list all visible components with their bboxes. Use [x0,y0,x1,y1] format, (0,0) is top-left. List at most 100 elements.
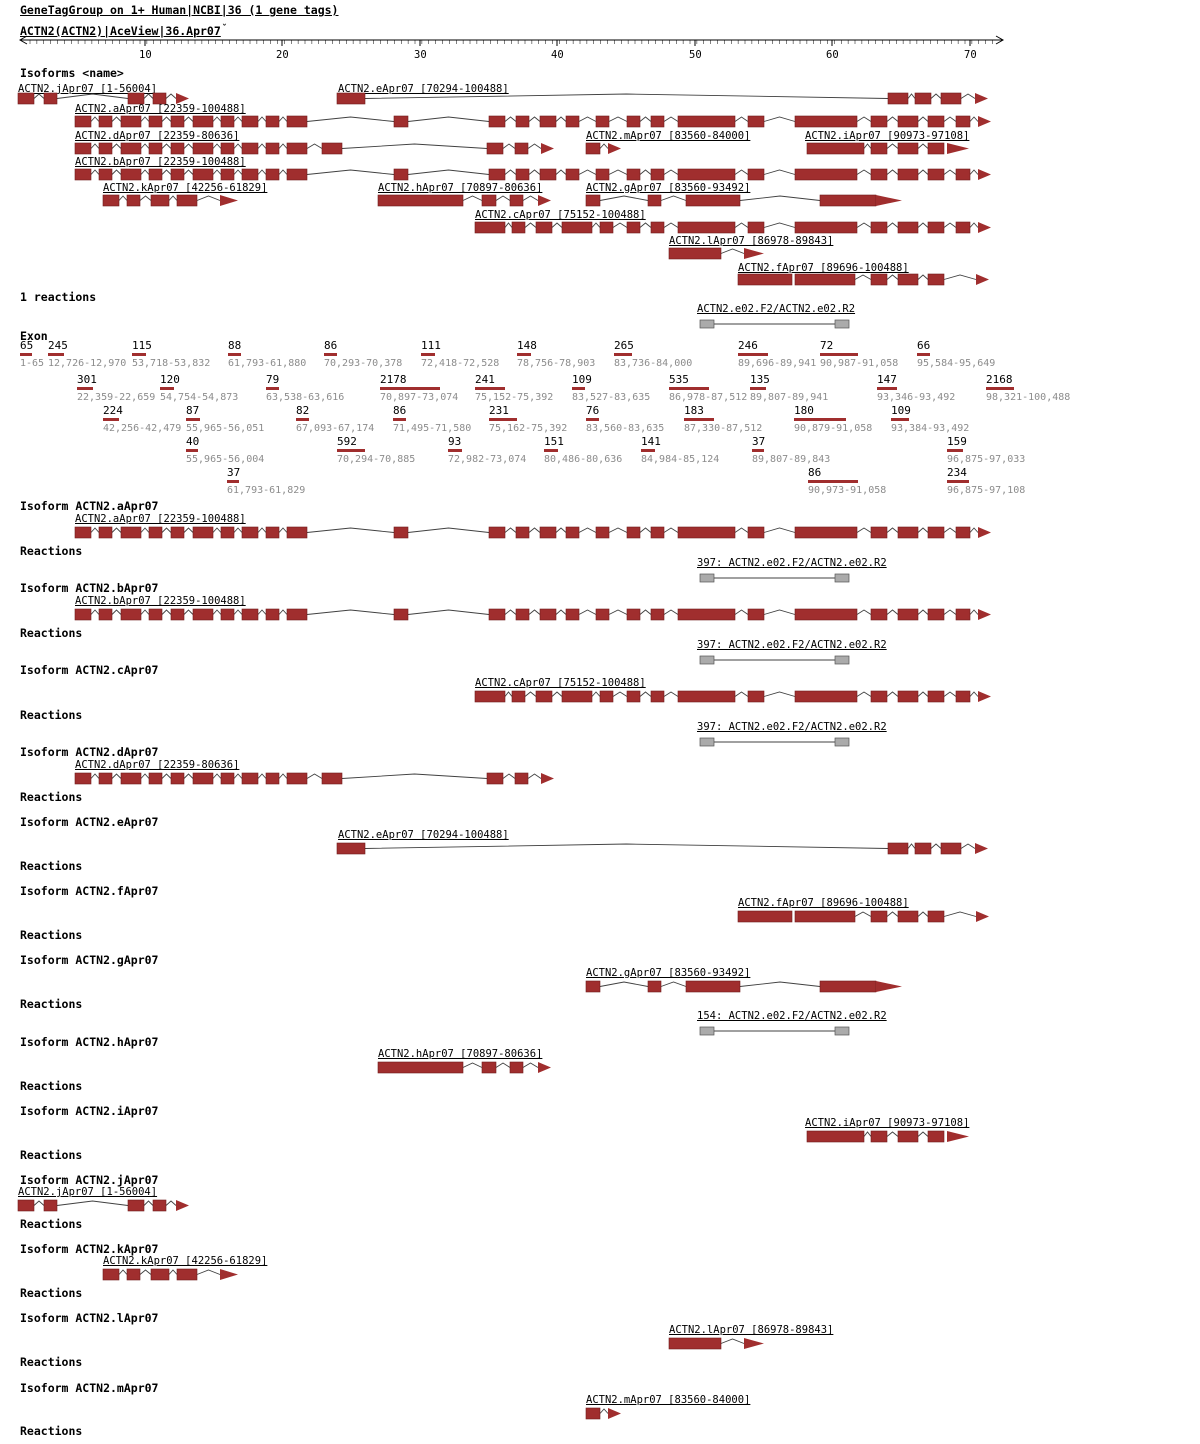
isoform-track-label-f[interactable]: ACTN2.fApr07 [89696-100488] [738,262,909,274]
isoform-track-label-i[interactable]: ACTN2.iApr07 [90973-97108] [805,1117,970,1129]
exon-range: 61,793-61,880 [228,358,307,369]
exon-length-link[interactable]: 135 [750,373,770,386]
exon-length-link[interactable]: 111 [421,339,441,352]
exon-length-link[interactable]: 535 [669,373,689,386]
gene-model-track-k [0,1267,1040,1281]
exon-length-link[interactable]: 72 [820,339,834,352]
collapse-caret-icon[interactable]: ˇ [221,24,228,34]
exon-range: 89,807-89,843 [752,454,831,465]
isoform-track-label-k[interactable]: ACTN2.kApr07 [42256-61829] [103,1255,268,1267]
exon-length-link[interactable]: 86 [324,339,338,352]
isoform-track-label-l[interactable]: ACTN2.lApr07 [86978-89843] [669,1324,834,1336]
exon-length-link[interactable]: 2178 [380,373,407,386]
exon-length-link[interactable]: 86 [393,404,407,417]
exon-length-link[interactable]: 148 [517,339,537,352]
isoform-track-label-m[interactable]: ACTN2.mApr07 [83560-84000] [586,1394,751,1406]
exon-length-link[interactable]: 151 [544,435,564,448]
exon-length-link[interactable]: 183 [684,404,704,417]
exon-length-link[interactable]: 87 [186,404,200,417]
exon-length-link[interactable]: 93 [448,435,462,448]
exon-length-link[interactable]: 115 [132,339,152,352]
exon-range: 72,982-73,074 [448,454,527,465]
exon-length-link[interactable]: 159 [947,435,967,448]
isoform-track-label-e[interactable]: ACTN2.eApr07 [70294-100488] [338,829,509,841]
isoform-track-label-m[interactable]: ACTN2.mApr07 [83560-84000] [586,130,751,142]
exon-range: 70,294-70,885 [337,454,416,465]
isoform-track-label-f[interactable]: ACTN2.fApr07 [89696-100488] [738,897,909,909]
exon-length-link[interactable]: 109 [891,404,911,417]
reactions-heading-b: Reactions [20,626,83,640]
exon-length-link[interactable]: 37 [227,466,241,479]
reaction-label-a[interactable]: 397: ACTN2.e02.F2/ACTN2.e02.R2 [697,557,887,569]
isoform-track-label-b[interactable]: ACTN2.bApr07 [22359-100488] [75,156,246,168]
gene-model-track-c [0,689,1040,703]
isoform-track-label-d[interactable]: ACTN2.dApr07 [22359-80636] [75,130,240,142]
isoform-track-label-i[interactable]: ACTN2.iApr07 [90973-97108] [805,130,970,142]
exon-length-link[interactable]: 147 [877,373,897,386]
exon-span-bar [380,387,440,390]
isoform-track-label-b[interactable]: ACTN2.bApr07 [22359-100488] [75,595,246,607]
exon-entry: 93 72,982-73,074 [448,436,526,465]
gene-model-track-m [0,141,1040,155]
exon-span-bar [132,353,146,356]
isoform-track-label-h[interactable]: ACTN2.hApr07 [70897-80636] [378,1048,543,1060]
exon-range: 86,978-87,512 [669,392,748,403]
isoform-track-label-j[interactable]: ACTN2.jApr07 [1-56004] [18,1186,158,1198]
exon-length-link[interactable]: 141 [641,435,661,448]
exon-span-bar [917,353,930,356]
isoform-track-label-a[interactable]: ACTN2.aApr07 [22359-100488] [75,513,246,525]
exon-length-link[interactable]: 66 [917,339,931,352]
exon-range: 71,495-71,580 [393,423,472,434]
exon-entry: 88 61,793-61,880 [228,340,306,369]
exon-length-link[interactable]: 241 [475,373,495,386]
isoform-track-label-j[interactable]: ACTN2.jApr07 [1-56004] [18,83,158,95]
exon-length-link[interactable]: 120 [160,373,180,386]
exon-length-link[interactable]: 37 [752,435,766,448]
isoform-track-label-c[interactable]: ACTN2.cApr07 [75152-100488] [475,209,646,221]
gene-model-track-j [0,91,1040,105]
gene-title-link[interactable]: ACTN2(ACTN2)|AceView|36.Apr07 [20,24,221,38]
isoform-track-label-g[interactable]: ACTN2.gApr07 [83560-93492] [586,967,751,979]
reaction-label-overview[interactable]: ACTN2.e02.F2/ACTN2.e02.R2 [697,303,856,315]
exon-length-link[interactable]: 245 [48,339,68,352]
reaction-label-c[interactable]: 397: ACTN2.e02.F2/ACTN2.e02.R2 [697,721,887,733]
isoform-section-heading-c: Isoform ACTN2.cApr07 [20,663,159,677]
exon-length-link[interactable]: 79 [266,373,280,386]
exon-span-bar [820,353,858,356]
exon-length-link[interactable]: 88 [228,339,242,352]
isoform-track-label-l[interactable]: ACTN2.lApr07 [86978-89843] [669,235,834,247]
exon-range: 87,330-87,512 [684,423,763,434]
genetaggroup-link[interactable]: GeneTagGroup on 1+ Human|NCBI|36 (1 gene… [20,3,339,17]
exon-length-link[interactable]: 301 [77,373,97,386]
exon-length-link[interactable]: 2168 [986,373,1013,386]
exon-span-bar [752,449,764,452]
exon-length-link[interactable]: 231 [489,404,509,417]
exon-length-link[interactable]: 86 [808,466,822,479]
reactions-heading-d: Reactions [20,790,83,804]
isoform-track-label-e[interactable]: ACTN2.eApr07 [70294-100488] [338,83,509,95]
exon-length-link[interactable]: 265 [614,339,634,352]
exon-length-link[interactable]: 234 [947,466,967,479]
isoform-track-label-h[interactable]: ACTN2.hApr07 [70897-80636] [378,182,543,194]
reaction-label-g[interactable]: 154: ACTN2.e02.F2/ACTN2.e02.R2 [697,1010,887,1022]
exon-length-link[interactable]: 65 [20,339,34,352]
reaction-label-b[interactable]: 397: ACTN2.e02.F2/ACTN2.e02.R2 [697,639,887,651]
isoform-track-label-g[interactable]: ACTN2.gApr07 [83560-93492] [586,182,751,194]
exon-span-bar [544,449,558,452]
isoform-track-label-k[interactable]: ACTN2.kApr07 [42256-61829] [103,182,268,194]
exon-length-link[interactable]: 592 [337,435,357,448]
exon-length-link[interactable]: 246 [738,339,758,352]
isoform-track-label-c[interactable]: ACTN2.cApr07 [75152-100488] [475,677,646,689]
exon-length-link[interactable]: 76 [586,404,600,417]
exon-entry: 535 86,978-87,512 [669,374,747,403]
exon-length-link[interactable]: 109 [572,373,592,386]
exon-length-link[interactable]: 40 [186,435,200,448]
exon-entry: 86 71,495-71,580 [393,405,471,434]
isoform-track-label-a[interactable]: ACTN2.aApr07 [22359-100488] [75,103,246,115]
gene-model-track-h [0,193,1040,207]
exon-length-link[interactable]: 82 [296,404,310,417]
isoform-track-label-d[interactable]: ACTN2.dApr07 [22359-80636] [75,759,240,771]
exon-length-link[interactable]: 180 [794,404,814,417]
exon-length-link[interactable]: 224 [103,404,123,417]
gene-model-track-a [0,525,1040,539]
